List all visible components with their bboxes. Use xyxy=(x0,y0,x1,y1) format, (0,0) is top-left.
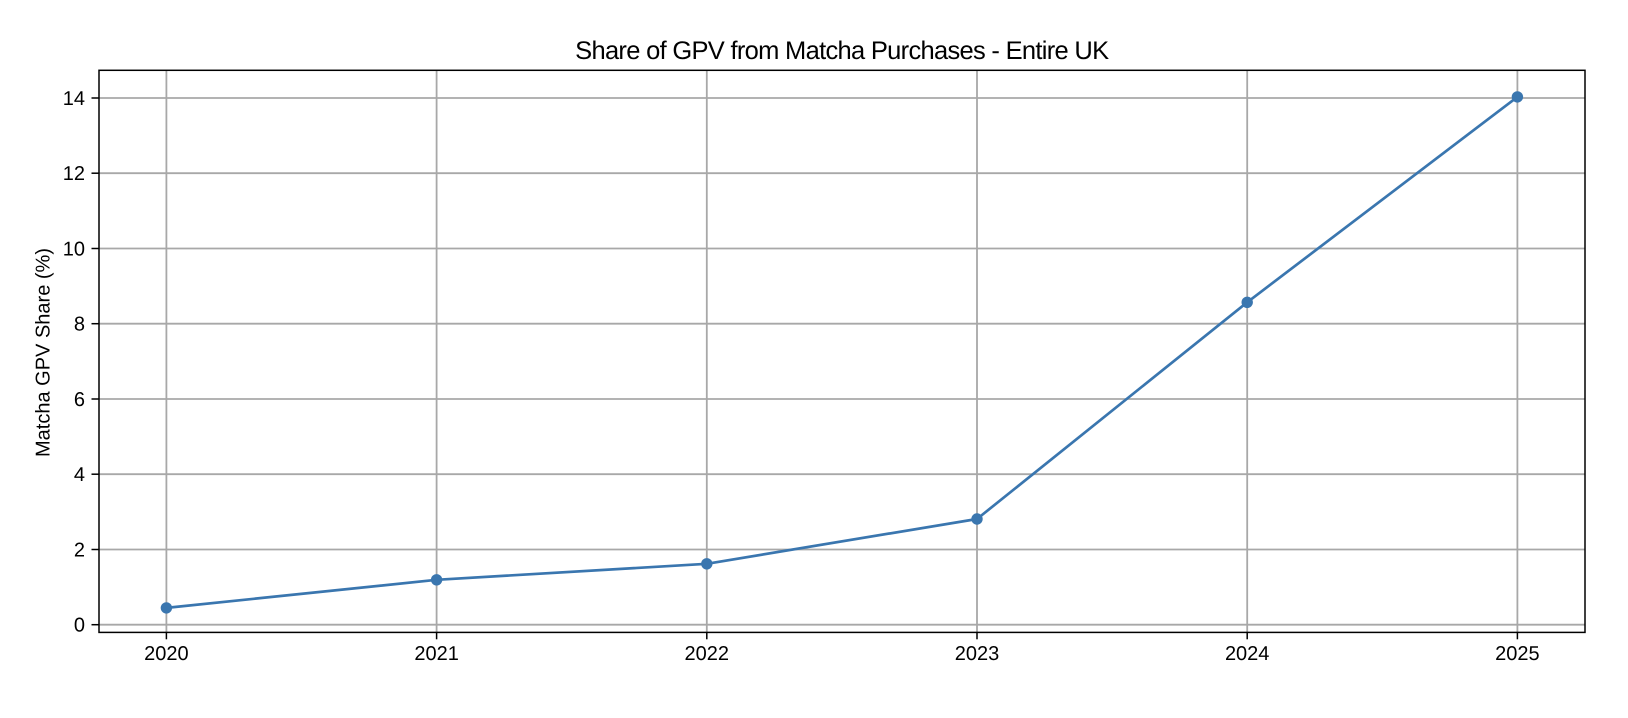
svg-text:2025: 2025 xyxy=(1495,643,1540,665)
svg-text:2021: 2021 xyxy=(414,643,459,665)
svg-text:4: 4 xyxy=(74,464,85,486)
svg-text:8: 8 xyxy=(74,314,85,336)
svg-text:10: 10 xyxy=(63,238,85,260)
svg-text:Matcha GPV Share (%): Matcha GPV Share (%) xyxy=(33,248,55,457)
svg-text:2022: 2022 xyxy=(685,643,730,665)
svg-text:6: 6 xyxy=(74,389,85,411)
svg-text:12: 12 xyxy=(63,163,85,185)
svg-text:14: 14 xyxy=(63,88,85,110)
svg-text:2020: 2020 xyxy=(144,643,189,665)
svg-text:0: 0 xyxy=(74,615,85,637)
svg-text:2: 2 xyxy=(74,539,85,561)
svg-text:2023: 2023 xyxy=(955,643,1000,665)
svg-text:Share of GPV from Matcha Purch: Share of GPV from Matcha Purchases - Ent… xyxy=(575,37,1109,65)
svg-text:2024: 2024 xyxy=(1225,643,1270,665)
